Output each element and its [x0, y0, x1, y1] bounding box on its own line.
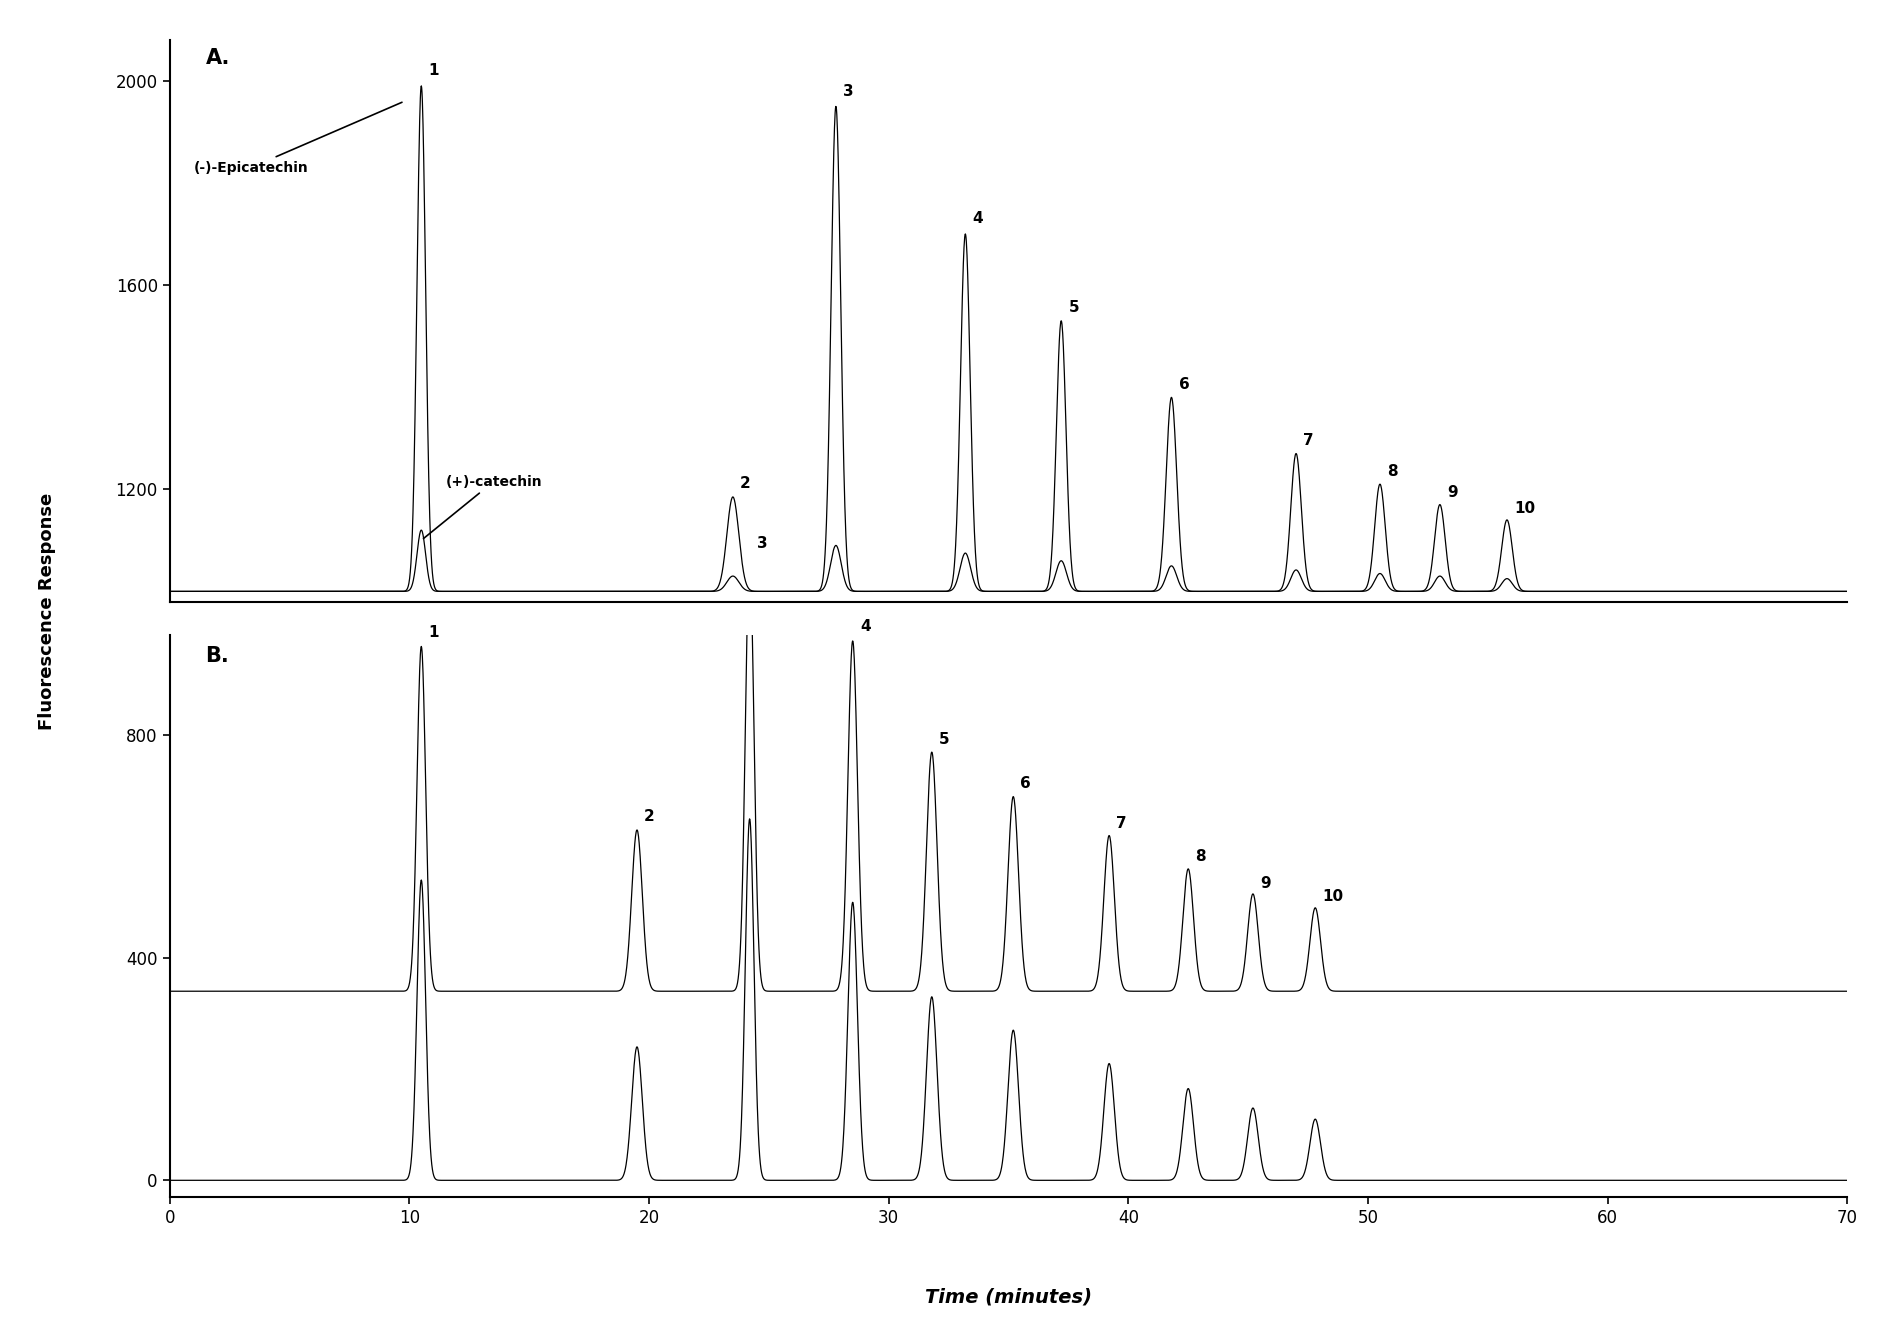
Text: 10: 10: [1323, 890, 1344, 904]
Text: Fluorescence Response: Fluorescence Response: [38, 493, 57, 730]
Text: 6: 6: [1178, 378, 1189, 392]
Text: 9: 9: [1448, 485, 1457, 500]
Text: B.: B.: [205, 646, 230, 666]
Text: 1: 1: [428, 64, 439, 78]
Text: Time (minutes): Time (minutes): [926, 1287, 1091, 1306]
Text: (+)-catechin: (+)-catechin: [424, 475, 541, 539]
Text: 8: 8: [1387, 464, 1399, 479]
Text: 7: 7: [1116, 817, 1127, 831]
Text: 9: 9: [1259, 875, 1270, 891]
Text: 5: 5: [1069, 299, 1078, 315]
Text: 2: 2: [645, 810, 654, 825]
Text: 4: 4: [973, 211, 984, 226]
Text: 6: 6: [1020, 775, 1031, 791]
Text: A.: A.: [205, 48, 230, 68]
Text: 3: 3: [756, 536, 767, 551]
Text: 3: 3: [843, 84, 854, 98]
Text: 8: 8: [1195, 850, 1206, 864]
Text: 4: 4: [860, 620, 871, 634]
Text: 7: 7: [1303, 434, 1314, 448]
Text: (-)-Epicatechin: (-)-Epicatechin: [194, 102, 402, 174]
Text: 10: 10: [1514, 501, 1534, 516]
Text: 2: 2: [741, 476, 750, 491]
Text: 5: 5: [939, 732, 950, 746]
Text: 1: 1: [428, 625, 439, 640]
